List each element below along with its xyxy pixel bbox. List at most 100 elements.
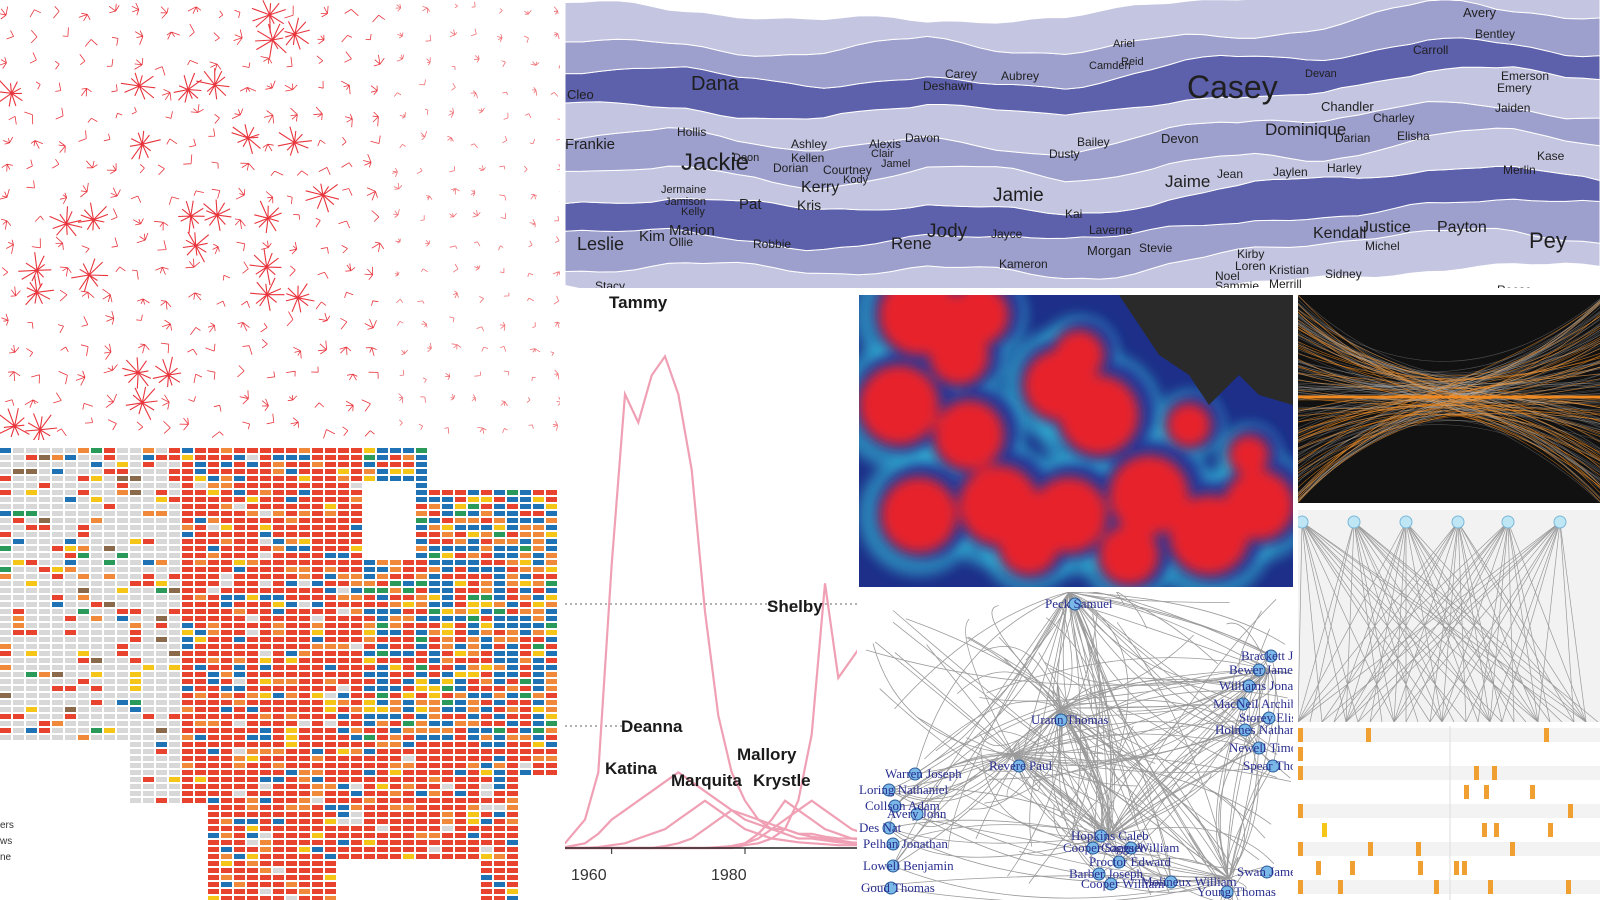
county-cell (208, 476, 219, 481)
county-cell (429, 707, 440, 712)
series-label-krystle: Krystle (753, 771, 811, 790)
county-cell (533, 525, 544, 530)
tree-edge (1333, 521, 1509, 722)
county-cell (429, 546, 440, 551)
graph-edge (890, 877, 1230, 900)
bundle-edge (1298, 329, 1600, 489)
wind-glyph (317, 139, 326, 147)
county-cell (52, 462, 63, 467)
county-cell (182, 588, 193, 593)
county-cell (286, 840, 297, 845)
county-cell (442, 700, 453, 705)
county-cell (0, 665, 11, 670)
county-cell (130, 532, 141, 537)
county-cell (65, 609, 76, 614)
wind-glyph (286, 311, 294, 327)
wind-glyph (212, 243, 220, 255)
county-cell (52, 497, 63, 502)
county-cell (442, 847, 453, 852)
county-cell (416, 721, 427, 726)
wind-glyph (8, 371, 21, 382)
county-cell (273, 840, 284, 845)
graph-node-label: Cooper Samuel (1063, 840, 1144, 855)
wind-glyph (318, 80, 324, 89)
county-cell (221, 504, 232, 509)
county-cell (195, 595, 206, 600)
county-cell (299, 658, 310, 663)
county-cell (143, 742, 154, 747)
county-cell (130, 588, 141, 593)
county-cell (208, 889, 219, 894)
wind-glyph (154, 220, 169, 231)
county-cell (247, 497, 258, 502)
county-cell (507, 616, 518, 621)
county-cell (221, 588, 232, 593)
county-cell (221, 861, 232, 866)
county-cell (234, 658, 245, 663)
density-heatmap-canvas (859, 295, 1293, 587)
county-cell (312, 756, 323, 761)
county-cell (416, 672, 427, 677)
bundle-edge (1298, 295, 1600, 461)
graph-edge (1226, 857, 1239, 893)
county-cell (143, 763, 154, 768)
wind-glyph (370, 135, 381, 144)
county-cell (429, 784, 440, 789)
timeline-row (1298, 728, 1600, 742)
bundle-edge (1298, 420, 1600, 499)
county-cell (533, 637, 544, 642)
county-cell (299, 455, 310, 460)
county-cell (182, 469, 193, 474)
county-cell (481, 854, 492, 859)
county-cell (156, 616, 167, 621)
county-cell (351, 707, 362, 712)
county-cell (13, 448, 24, 453)
county-cell (247, 672, 258, 677)
county-cell (91, 700, 102, 705)
county-cell (325, 847, 336, 852)
county-cell (91, 504, 102, 509)
series-line-katina (565, 799, 857, 850)
county-cell (442, 854, 453, 859)
county-cell (195, 735, 206, 740)
county-cell (169, 476, 180, 481)
county-cell (338, 553, 349, 558)
county-cell (156, 448, 167, 453)
county-cell (39, 714, 50, 719)
county-cell (39, 602, 50, 607)
county-cell (247, 805, 258, 810)
timeline-event (1298, 766, 1303, 780)
tree-edge (1429, 521, 1459, 722)
county-cell (546, 497, 557, 502)
county-cell (507, 686, 518, 691)
wind-glyph (182, 231, 210, 263)
county-cell (481, 896, 492, 900)
county-cell (390, 567, 401, 572)
county-cell (0, 574, 11, 579)
county-cell (208, 490, 219, 495)
graph-node (1252, 663, 1266, 677)
stream-name-label: Reese (1497, 283, 1532, 288)
county-cell (208, 700, 219, 705)
graph-edge (1226, 669, 1270, 893)
county-cell (91, 469, 102, 474)
county-cell (312, 665, 323, 670)
county-cell (351, 784, 362, 789)
county-cell (507, 714, 518, 719)
county-cell (481, 735, 492, 740)
graph-node-label: Brackett Joshua (1241, 648, 1293, 663)
county-cell (234, 742, 245, 747)
county-cell (338, 826, 349, 831)
county-cell (182, 728, 193, 733)
county-cell (182, 630, 193, 635)
wind-glyph (160, 342, 170, 354)
county-cell (507, 672, 518, 677)
wind-glyph (286, 370, 296, 377)
county-cell (0, 560, 11, 565)
county-cell (338, 455, 349, 460)
tree-edge (1369, 521, 1407, 722)
county-cell (286, 763, 297, 768)
county-cell (13, 539, 24, 544)
county-cell (481, 861, 492, 866)
tree-edge (1353, 521, 1455, 722)
